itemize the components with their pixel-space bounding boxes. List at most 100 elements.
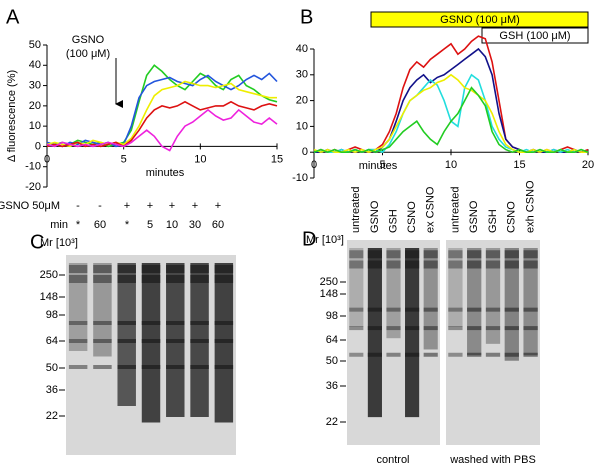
data-line <box>46 64 278 148</box>
lane-band <box>68 321 88 325</box>
lane-band <box>68 365 88 369</box>
lane-smear <box>117 263 136 406</box>
lane-band <box>117 275 136 283</box>
lane-label: GSNO <box>468 200 480 233</box>
mw-label: Mr [10³] <box>306 234 344 246</box>
lane-band <box>386 326 401 331</box>
lane-band <box>93 275 112 283</box>
lane-band <box>405 326 420 331</box>
lane-band <box>523 260 538 269</box>
lane-band <box>405 260 420 269</box>
mw-marker: 50 <box>326 355 338 367</box>
lane-band <box>68 265 88 273</box>
lane-band <box>523 352 538 357</box>
treatment-mark: + <box>169 200 175 212</box>
time-mark: 10 <box>166 219 178 231</box>
lane-band <box>166 321 185 325</box>
lane-band <box>367 250 382 259</box>
mw-marker: 36 <box>46 384 58 396</box>
mw-marker: 250 <box>320 276 338 288</box>
data-line <box>313 73 588 154</box>
lane-band <box>349 352 364 357</box>
lane-band <box>68 275 88 283</box>
time-mark: 60 <box>94 219 106 231</box>
x-tick-label: 0 <box>44 153 50 165</box>
lane-smear <box>68 263 88 351</box>
lane-band <box>190 265 209 273</box>
lane-band <box>467 352 482 357</box>
lane-band <box>367 352 382 357</box>
lane-band <box>504 307 519 312</box>
lane-band <box>405 307 420 312</box>
y-tick-label: -10 <box>25 161 41 173</box>
lane-band <box>166 339 185 343</box>
x-tick-label: 5 <box>121 153 127 165</box>
x-tick-label: 0 <box>311 159 317 171</box>
mw-label: Mr [10³] <box>40 237 78 249</box>
lane-band <box>485 352 501 357</box>
panel-letter: A <box>6 6 20 28</box>
lane-band <box>141 339 161 343</box>
lane-band <box>141 275 161 283</box>
mw-marker: 250 <box>40 269 58 281</box>
lane-band <box>93 365 112 369</box>
data-line <box>313 35 589 154</box>
lane-band <box>214 339 234 343</box>
lane-band <box>117 265 136 273</box>
data-line <box>314 47 588 154</box>
x-tick-label: 15 <box>271 153 283 165</box>
lane-smear <box>367 248 382 418</box>
y-tick-label: 20 <box>296 95 308 107</box>
lane-band <box>467 260 482 269</box>
lane-label: ex CSNO <box>425 186 437 233</box>
lane-band <box>349 250 364 259</box>
data-line <box>313 86 589 154</box>
lane-label: GSH <box>387 209 399 233</box>
gsh-bar <box>481 27 589 44</box>
lane-band <box>117 339 136 343</box>
lane-band <box>367 307 382 312</box>
lane-band <box>117 321 136 325</box>
mw-marker: 98 <box>326 310 338 322</box>
treatment-mark: + <box>124 200 130 212</box>
lane-band <box>349 307 364 312</box>
time-mark: 60 <box>212 219 224 231</box>
lane-band <box>423 260 438 269</box>
lane-smear <box>349 248 364 327</box>
mw-marker: 22 <box>46 410 58 422</box>
x-tick-label: 20 <box>582 159 594 171</box>
lane-band <box>349 260 364 269</box>
lane-band <box>166 365 185 369</box>
panel-letter: D <box>302 228 316 250</box>
lane-band <box>448 307 463 312</box>
y-tick-label: 0 <box>35 140 41 152</box>
time-mark: 30 <box>189 219 201 231</box>
lane-band <box>485 307 501 312</box>
caption: washed with PBS <box>449 454 536 466</box>
lane-band <box>214 365 234 369</box>
gsno-bar-label: GSNO (100 μM) <box>440 14 520 26</box>
lane-label: CSNO <box>406 201 418 233</box>
mw-marker: 64 <box>46 335 58 347</box>
treatment-label: GSNO 50μM <box>0 200 60 212</box>
y-tick-label: 30 <box>29 79 41 91</box>
gsno-bar <box>370 11 589 28</box>
y-tick-label: 50 <box>29 39 41 51</box>
x-tick-label: 10 <box>194 153 206 165</box>
lane-smear <box>386 248 401 339</box>
lane-band <box>467 326 482 331</box>
lane-label: GSH <box>487 209 499 233</box>
lane-smear <box>504 248 519 361</box>
lane-band <box>190 275 209 283</box>
lane-band <box>423 250 438 259</box>
y-axis-label: Δ fluorescence (%) <box>6 70 18 162</box>
x-axis-label: minutes <box>359 160 398 172</box>
lane-band <box>367 326 382 331</box>
lane-label: GSNO <box>369 200 381 233</box>
lane-band <box>93 265 112 273</box>
data-line <box>313 73 589 154</box>
y-tick-label: -10 <box>292 172 308 184</box>
lane-band <box>190 365 209 369</box>
treatment-mark: - <box>76 200 80 212</box>
lane-band <box>405 352 420 357</box>
